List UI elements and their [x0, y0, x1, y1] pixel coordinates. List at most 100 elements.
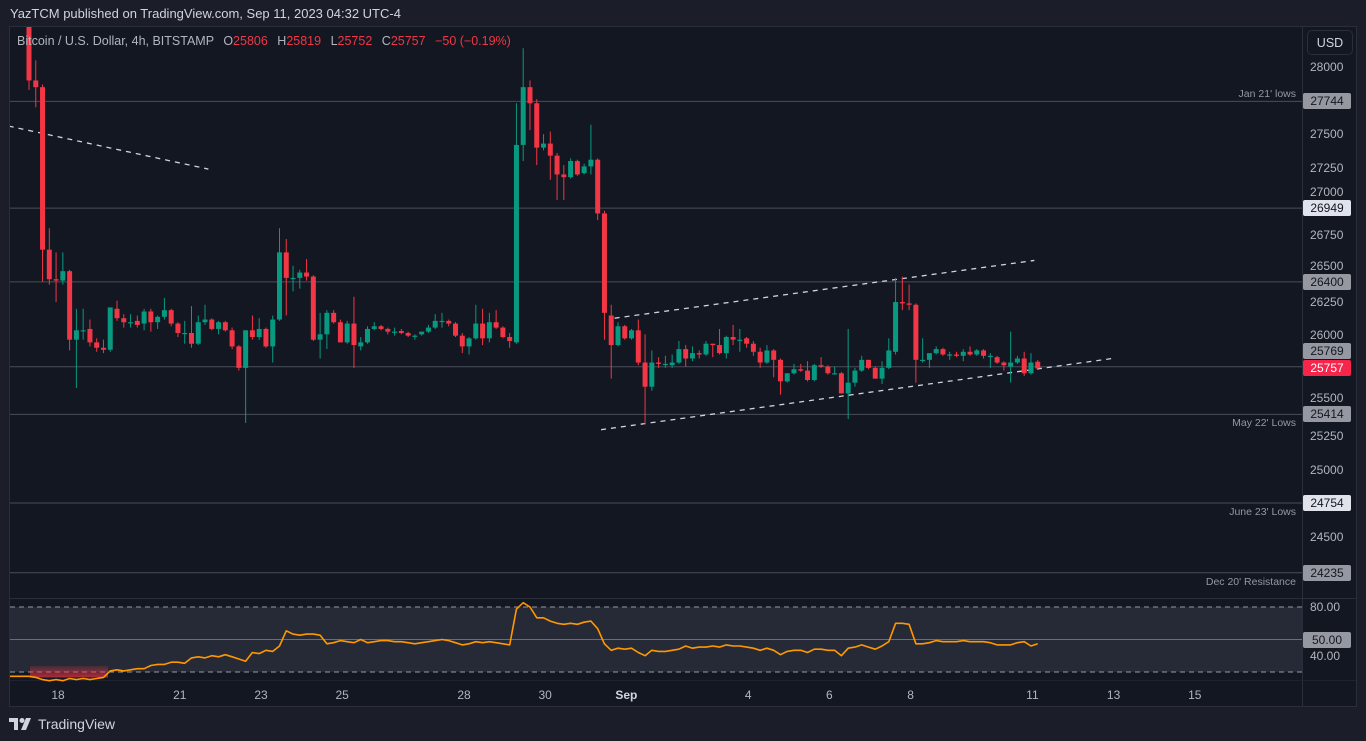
candle — [689, 346, 695, 362]
candle — [541, 134, 547, 151]
candle — [960, 349, 966, 362]
price-level-badge: 25757 — [1303, 360, 1351, 377]
candle-body — [161, 310, 167, 317]
published-caption: YazTCM published on TradingView.com, Sep… — [10, 6, 401, 21]
time-tick-label: 4 — [744, 688, 752, 702]
change-value: −50 (−0.19%) — [435, 34, 511, 48]
candle — [256, 318, 262, 340]
candle — [676, 341, 682, 364]
candle-body — [304, 272, 310, 277]
candle — [358, 337, 364, 351]
price-tick-label: 25500 — [1310, 391, 1344, 406]
candle-body — [128, 322, 134, 324]
low-label: L — [330, 34, 338, 48]
candle-body — [188, 332, 194, 344]
candle-body — [249, 330, 255, 338]
candle — [757, 347, 763, 368]
time-tick-label: 8 — [907, 688, 914, 702]
candle-body — [676, 349, 682, 363]
candle-body — [168, 310, 174, 324]
currency-button[interactable]: USD — [1307, 30, 1353, 55]
candle-body — [933, 349, 939, 354]
candle — [236, 345, 242, 371]
candle-body — [703, 343, 709, 355]
candle-body — [710, 343, 716, 346]
candle — [629, 328, 635, 340]
candle-body — [520, 87, 526, 145]
candle — [385, 327, 391, 335]
candle-body — [588, 159, 594, 167]
candle — [33, 60, 39, 108]
candle-body — [547, 143, 553, 156]
candle — [1001, 361, 1007, 371]
candle-body — [371, 326, 377, 329]
candle — [947, 351, 953, 360]
candle-body — [832, 373, 838, 375]
candle-body — [541, 143, 547, 148]
candle — [182, 320, 188, 344]
candle-body — [80, 330, 86, 332]
candle — [520, 48, 526, 162]
candle-body — [595, 159, 601, 214]
candle — [459, 332, 465, 354]
candle — [635, 319, 641, 366]
candle — [994, 355, 1000, 364]
candle-body — [351, 323, 357, 346]
candle-body — [439, 320, 445, 323]
candle — [94, 338, 100, 352]
candle — [622, 324, 628, 340]
candle — [920, 338, 926, 363]
candle-body — [270, 319, 276, 347]
candle-body — [141, 311, 147, 324]
candle — [331, 310, 337, 324]
candle — [656, 357, 662, 368]
candle-body — [568, 161, 574, 178]
candle — [953, 351, 959, 358]
candle — [283, 238, 289, 316]
candle — [1035, 359, 1041, 369]
candle-body — [405, 332, 411, 336]
candle-body — [100, 347, 106, 350]
candle — [940, 347, 946, 356]
candle — [26, 27, 32, 90]
candle-body — [825, 366, 831, 374]
candle — [195, 315, 201, 346]
candle — [351, 296, 357, 368]
rsi-line — [10, 601, 1038, 682]
candle-body — [256, 328, 262, 338]
close-value: 25757 — [390, 34, 426, 48]
candle — [425, 324, 431, 333]
candle — [669, 354, 675, 368]
candle — [134, 315, 140, 328]
candle-body — [764, 350, 770, 363]
price-tick-label: 28000 — [1310, 60, 1344, 74]
pane-separator[interactable] — [10, 598, 1356, 599]
candle-body — [378, 326, 384, 329]
candle — [588, 124, 594, 175]
symbol-legend: Bitcoin / U.S. Dollar, 4h, BITSTAMP O258… — [17, 34, 511, 48]
candle-body — [554, 155, 560, 175]
candle — [297, 269, 303, 289]
candle — [107, 307, 113, 352]
candle — [337, 319, 343, 343]
candle — [446, 319, 452, 327]
candle-body — [155, 316, 161, 323]
candle — [216, 320, 222, 335]
candle-body — [717, 345, 723, 354]
candle — [899, 276, 905, 311]
candle-body — [893, 302, 899, 352]
candle — [703, 341, 709, 356]
rsi-oversold-fill — [30, 665, 108, 678]
tradingview-logo[interactable]: TradingView — [9, 716, 115, 732]
candle-body — [283, 252, 289, 278]
price-tick-label: 26750 — [1310, 227, 1344, 242]
candle-body — [446, 320, 452, 324]
price-level-badge: 27744 — [1303, 93, 1351, 110]
candle-body — [1028, 362, 1034, 374]
price-tick-label: 26250 — [1310, 295, 1344, 310]
symbol-title[interactable]: Bitcoin / U.S. Dollar, 4h, BITSTAMP — [17, 34, 214, 48]
candle — [649, 350, 655, 391]
candle-body — [365, 328, 370, 343]
candle-body — [385, 328, 391, 332]
